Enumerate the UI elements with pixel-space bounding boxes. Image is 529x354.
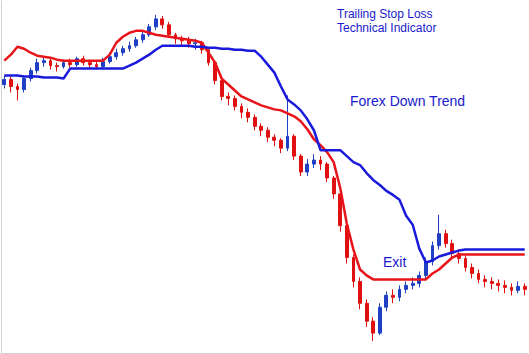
svg-text:Trailing Stop Loss: Trailing Stop Loss [337, 7, 433, 21]
svg-text:Technical Indicator: Technical Indicator [337, 21, 436, 35]
svg-text:Forex Down Trend: Forex Down Trend [350, 93, 465, 109]
svg-text:Exit: Exit [383, 254, 406, 270]
